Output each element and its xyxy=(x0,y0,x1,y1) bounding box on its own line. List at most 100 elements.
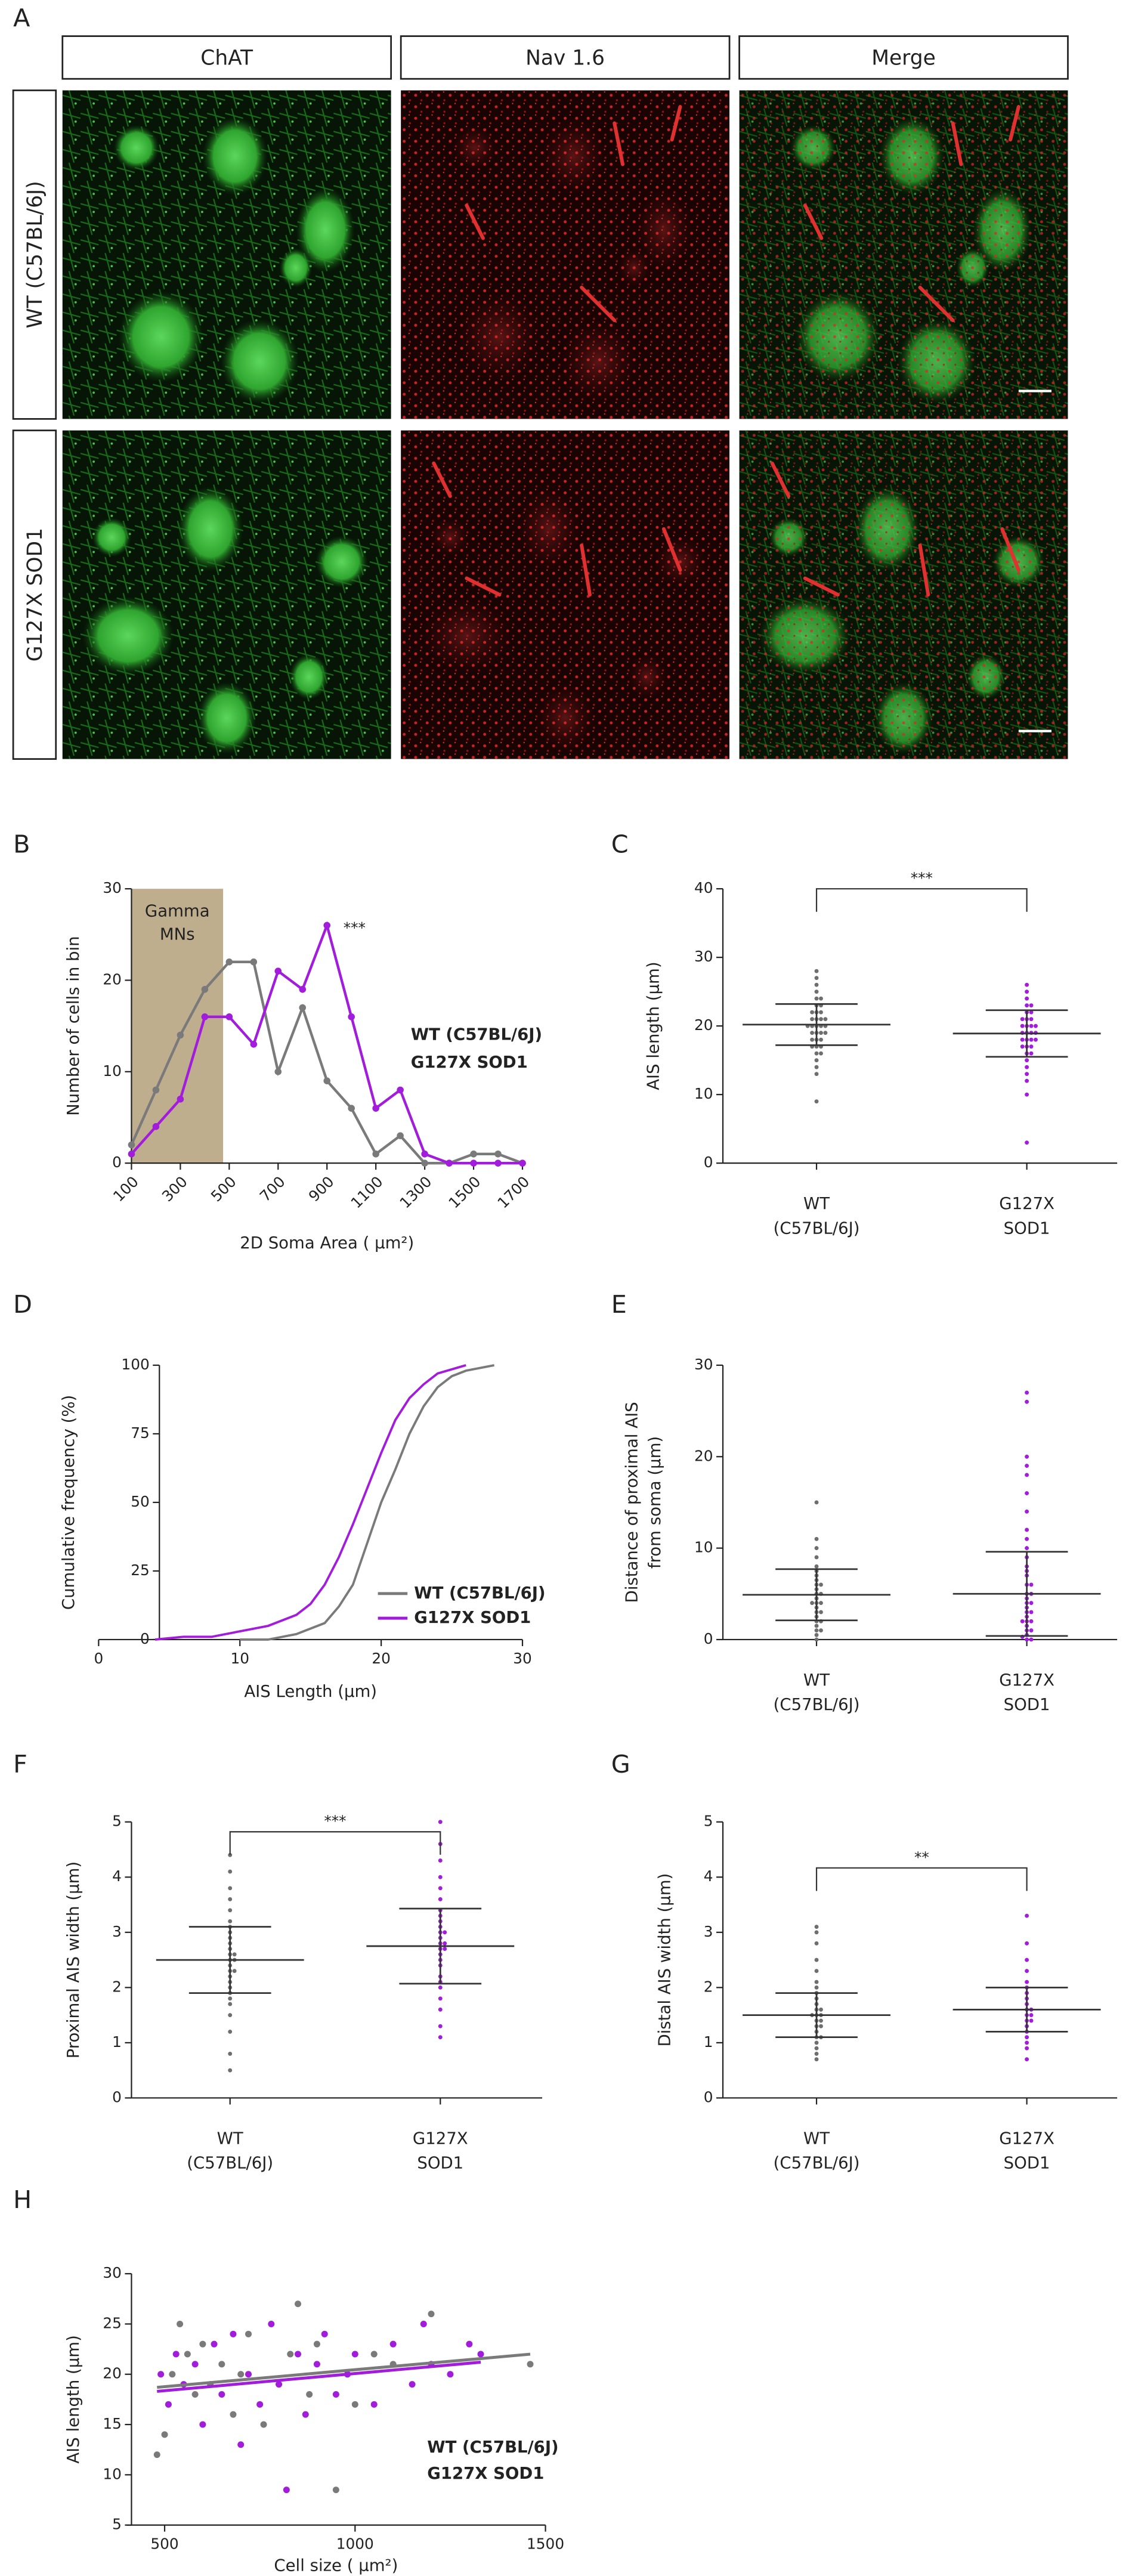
y-tick-label: 1 xyxy=(112,2033,122,2051)
series-marker xyxy=(201,1013,209,1020)
y-tick-label: 20 xyxy=(694,1447,713,1464)
y-axis-label: AIS length (µm) xyxy=(64,2335,83,2464)
data-point xyxy=(428,2311,435,2318)
data-point xyxy=(283,2487,290,2494)
data-point xyxy=(1025,1941,1029,1946)
series-marker xyxy=(299,1004,307,1012)
data-point xyxy=(1029,1610,1034,1615)
panel-letter: H xyxy=(13,2185,32,2214)
data-point xyxy=(1034,1037,1038,1042)
y-axis-label: Number of cells in bin xyxy=(64,936,83,1116)
data-point xyxy=(306,2391,313,2398)
legend-entry: G127X SOD1 xyxy=(427,2464,544,2483)
data-point xyxy=(228,1908,233,1913)
red-dots xyxy=(739,90,1068,419)
micrograph xyxy=(401,430,730,759)
data-point xyxy=(814,2057,819,2062)
fit-line xyxy=(157,2352,531,2389)
category-label: SOD1 xyxy=(1004,2154,1050,2173)
y-tick-label: 25 xyxy=(131,1561,150,1579)
cell-body xyxy=(92,517,132,557)
data-point xyxy=(819,2024,823,2028)
data-point xyxy=(232,1969,237,1974)
data-point xyxy=(814,1930,819,1935)
red-dots xyxy=(401,430,730,759)
cell-body xyxy=(82,596,175,676)
x-tick-label: 1000 xyxy=(336,2535,374,2553)
data-point xyxy=(1029,1044,1034,1049)
series-marker xyxy=(225,958,233,966)
data-point xyxy=(814,996,819,1001)
data-point xyxy=(438,1996,443,2001)
series-marker xyxy=(494,1151,502,1158)
significance-label: ** xyxy=(914,1848,929,1866)
series-marker xyxy=(519,1159,526,1167)
y-tick-label: 10 xyxy=(103,2465,122,2482)
data-point xyxy=(443,1947,447,1952)
data-point xyxy=(814,1546,819,1551)
data-point xyxy=(814,1099,819,1104)
data-point xyxy=(228,1996,233,2001)
data-point xyxy=(351,2401,358,2408)
data-point xyxy=(477,2351,484,2358)
data-point xyxy=(1029,1601,1034,1606)
data-point xyxy=(438,2035,443,2040)
legend-entry: WT (C57BL/6J) xyxy=(411,1025,542,1044)
panel-letter: C xyxy=(611,830,629,859)
y-tick-label: 40 xyxy=(694,879,713,896)
data-point xyxy=(1020,1037,1025,1042)
y-tick-label: 30 xyxy=(103,879,122,896)
series-marker xyxy=(177,1096,184,1103)
y-axis-label: AIS length (µm) xyxy=(644,961,663,1090)
data-point xyxy=(1025,1454,1029,1459)
data-point xyxy=(165,2401,172,2408)
data-point xyxy=(819,2007,823,2012)
data-point xyxy=(819,1601,823,1606)
x-tick-label: 0 xyxy=(94,1650,103,1667)
data-point xyxy=(814,1985,819,1990)
cell-body xyxy=(177,486,243,572)
data-point xyxy=(1029,2013,1034,2018)
data-point xyxy=(211,2340,218,2348)
data-point xyxy=(1025,1637,1029,1642)
data-point xyxy=(1025,1399,1029,1404)
x-axis-label: Cell size ( µm²) xyxy=(274,2556,398,2575)
data-point xyxy=(1025,1072,1029,1077)
axon-streak xyxy=(670,105,682,142)
data-point xyxy=(321,2330,328,2337)
x-tick-label: 700 xyxy=(256,1173,289,1205)
category-label: G127X xyxy=(999,2129,1054,2148)
row-header: WT (C57BL/6J) xyxy=(23,181,47,328)
y-tick-label: 20 xyxy=(103,970,122,988)
series-line xyxy=(240,1364,494,1641)
micrograph xyxy=(62,90,391,419)
row-header: G127X SOD1 xyxy=(23,528,47,661)
data-point xyxy=(1020,1023,1025,1028)
x-tick-label: 1100 xyxy=(348,1173,386,1211)
y-axis-label: Distal AIS width (µm) xyxy=(655,1873,675,2047)
micrograph xyxy=(739,90,1068,419)
data-point xyxy=(313,2361,320,2368)
series-marker xyxy=(250,958,258,966)
y-tick-label: 30 xyxy=(694,1356,713,1373)
fit-line xyxy=(157,2361,481,2393)
cell-body xyxy=(315,535,369,589)
data-point xyxy=(245,2371,252,2378)
column-header: Merge xyxy=(871,47,935,70)
y-axis-label: Cumulative frequency (%) xyxy=(59,1395,78,1610)
data-point xyxy=(172,2351,180,2358)
y-tick-label: 30 xyxy=(694,948,713,965)
data-point xyxy=(218,2391,225,2398)
data-point xyxy=(1020,1619,1025,1623)
series-marker xyxy=(421,1159,428,1167)
panel-letter: E xyxy=(611,1290,627,1319)
y-tick-label: 2 xyxy=(112,1978,122,1995)
series-marker xyxy=(274,1068,282,1075)
y-axis-label: Distance of proximal AIS xyxy=(623,1402,642,1603)
data-point xyxy=(230,2411,237,2418)
data-point xyxy=(218,2361,225,2368)
data-point xyxy=(438,1897,443,1901)
data-point xyxy=(1029,1582,1034,1587)
data-point xyxy=(1025,1913,1029,1918)
data-point xyxy=(819,1037,823,1042)
